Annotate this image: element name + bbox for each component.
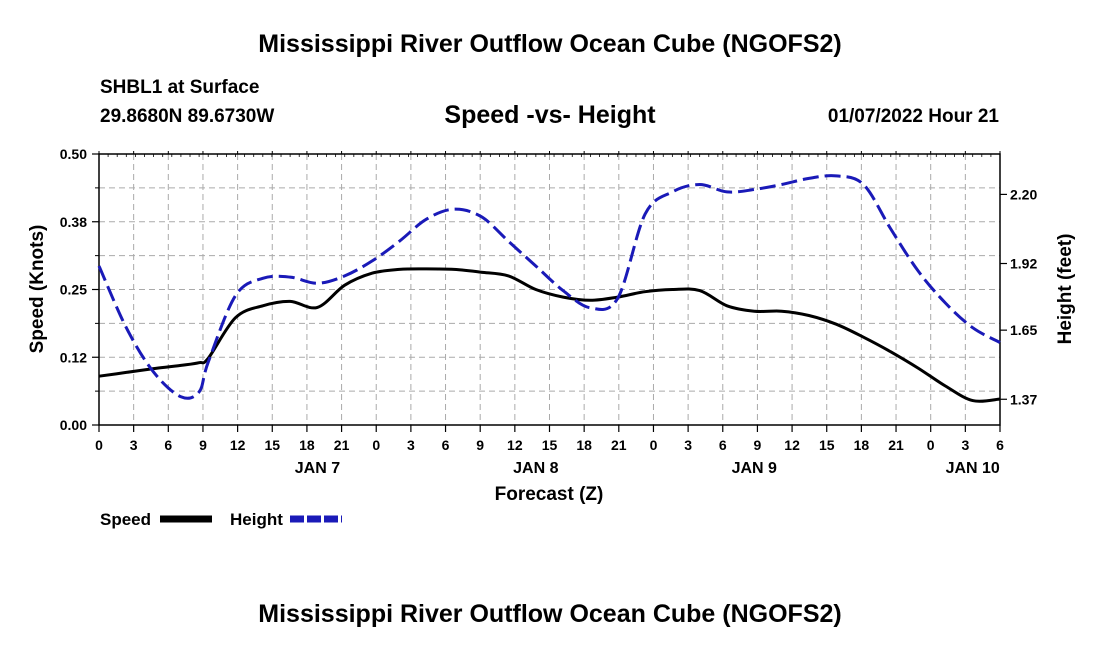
x-axis-title: Forecast (Z): [495, 484, 604, 505]
y-right-tick-label: 1.37: [1010, 391, 1037, 407]
x-tick-label: 3: [961, 437, 969, 453]
x-tick-label: 9: [199, 437, 207, 453]
x-tick-label: 6: [719, 437, 727, 453]
x-tick-label: 18: [299, 437, 315, 453]
x-tick-label: 15: [542, 437, 558, 453]
x-tick-label: 6: [996, 437, 1004, 453]
x-tick-label: 0: [95, 437, 103, 453]
y-left-tick-label: 0.25: [60, 282, 87, 298]
x-tick-label: 9: [476, 437, 484, 453]
chart-title: Mississippi River Outflow Ocean Cube (NG…: [258, 30, 842, 58]
series-lines: [97, 174, 1001, 403]
axis-ticks: [92, 151, 1007, 432]
x-tick-label: 15: [819, 437, 835, 453]
x-tick-label: 0: [650, 437, 658, 453]
forecast-datetime: 01/07/2022 Hour 21: [827, 106, 999, 127]
x-tick-label: 0: [927, 437, 935, 453]
x-tick-label: 18: [854, 437, 870, 453]
repeated-chart-title: Mississippi River Outflow Ocean Cube (NG…: [258, 600, 842, 628]
x-tick-label: 15: [264, 437, 280, 453]
y-right-tick-label: 1.65: [1010, 322, 1037, 338]
date-label: JAN 7: [295, 460, 340, 477]
x-tick-label: 6: [442, 437, 450, 453]
x-tick-label: 0: [372, 437, 380, 453]
speed-series-line: [98, 267, 1001, 403]
y-axis-left-title: Speed (Knots): [27, 225, 48, 354]
y-left-tick-label: 0.38: [60, 214, 87, 230]
legend-height-label: Height: [230, 510, 283, 529]
date-label: JAN 10: [946, 460, 1000, 477]
y-axis-right-title: Height (feet): [1055, 234, 1076, 345]
x-tick-label: 6: [164, 437, 172, 453]
date-label: JAN 8: [513, 460, 558, 477]
x-tick-label: 3: [407, 437, 415, 453]
height-series-line: [97, 174, 1001, 400]
y-left-tick-label: 0.00: [60, 417, 87, 433]
legend-speed-label: Speed: [100, 510, 152, 529]
x-tick-label: 12: [784, 437, 800, 453]
chart-subtitle: Speed -vs- Height: [444, 101, 656, 129]
x-tick-label: 9: [754, 437, 762, 453]
x-tick-label: 12: [507, 437, 523, 453]
x-tick-label: 3: [684, 437, 692, 453]
y-left-tick-label: 0.50: [60, 146, 87, 162]
x-tick-label: 21: [611, 437, 627, 453]
x-tick-label: 18: [576, 437, 592, 453]
station-coordinates: 29.8680N 89.6730W: [100, 106, 275, 127]
x-tick-label: 12: [230, 437, 246, 453]
axis-labels: 0 3 6 9 12 15 18 21 0 3 6 9 12 15 18 21 0 3 6 9 12 15 18 21 0 3 6J…: [60, 146, 1038, 477]
y-right-tick-label: 1.92: [1010, 256, 1037, 272]
y-right-tick-label: 2.20: [1010, 186, 1037, 202]
x-tick-label: 21: [888, 437, 904, 453]
x-tick-label: 21: [334, 437, 350, 453]
station-label: SHBL1 at Surface: [100, 77, 260, 98]
grid-lines: [99, 154, 1000, 425]
date-label: JAN 9: [732, 460, 777, 477]
y-left-tick-label: 0.12: [60, 349, 87, 365]
x-tick-label: 3: [130, 437, 138, 453]
